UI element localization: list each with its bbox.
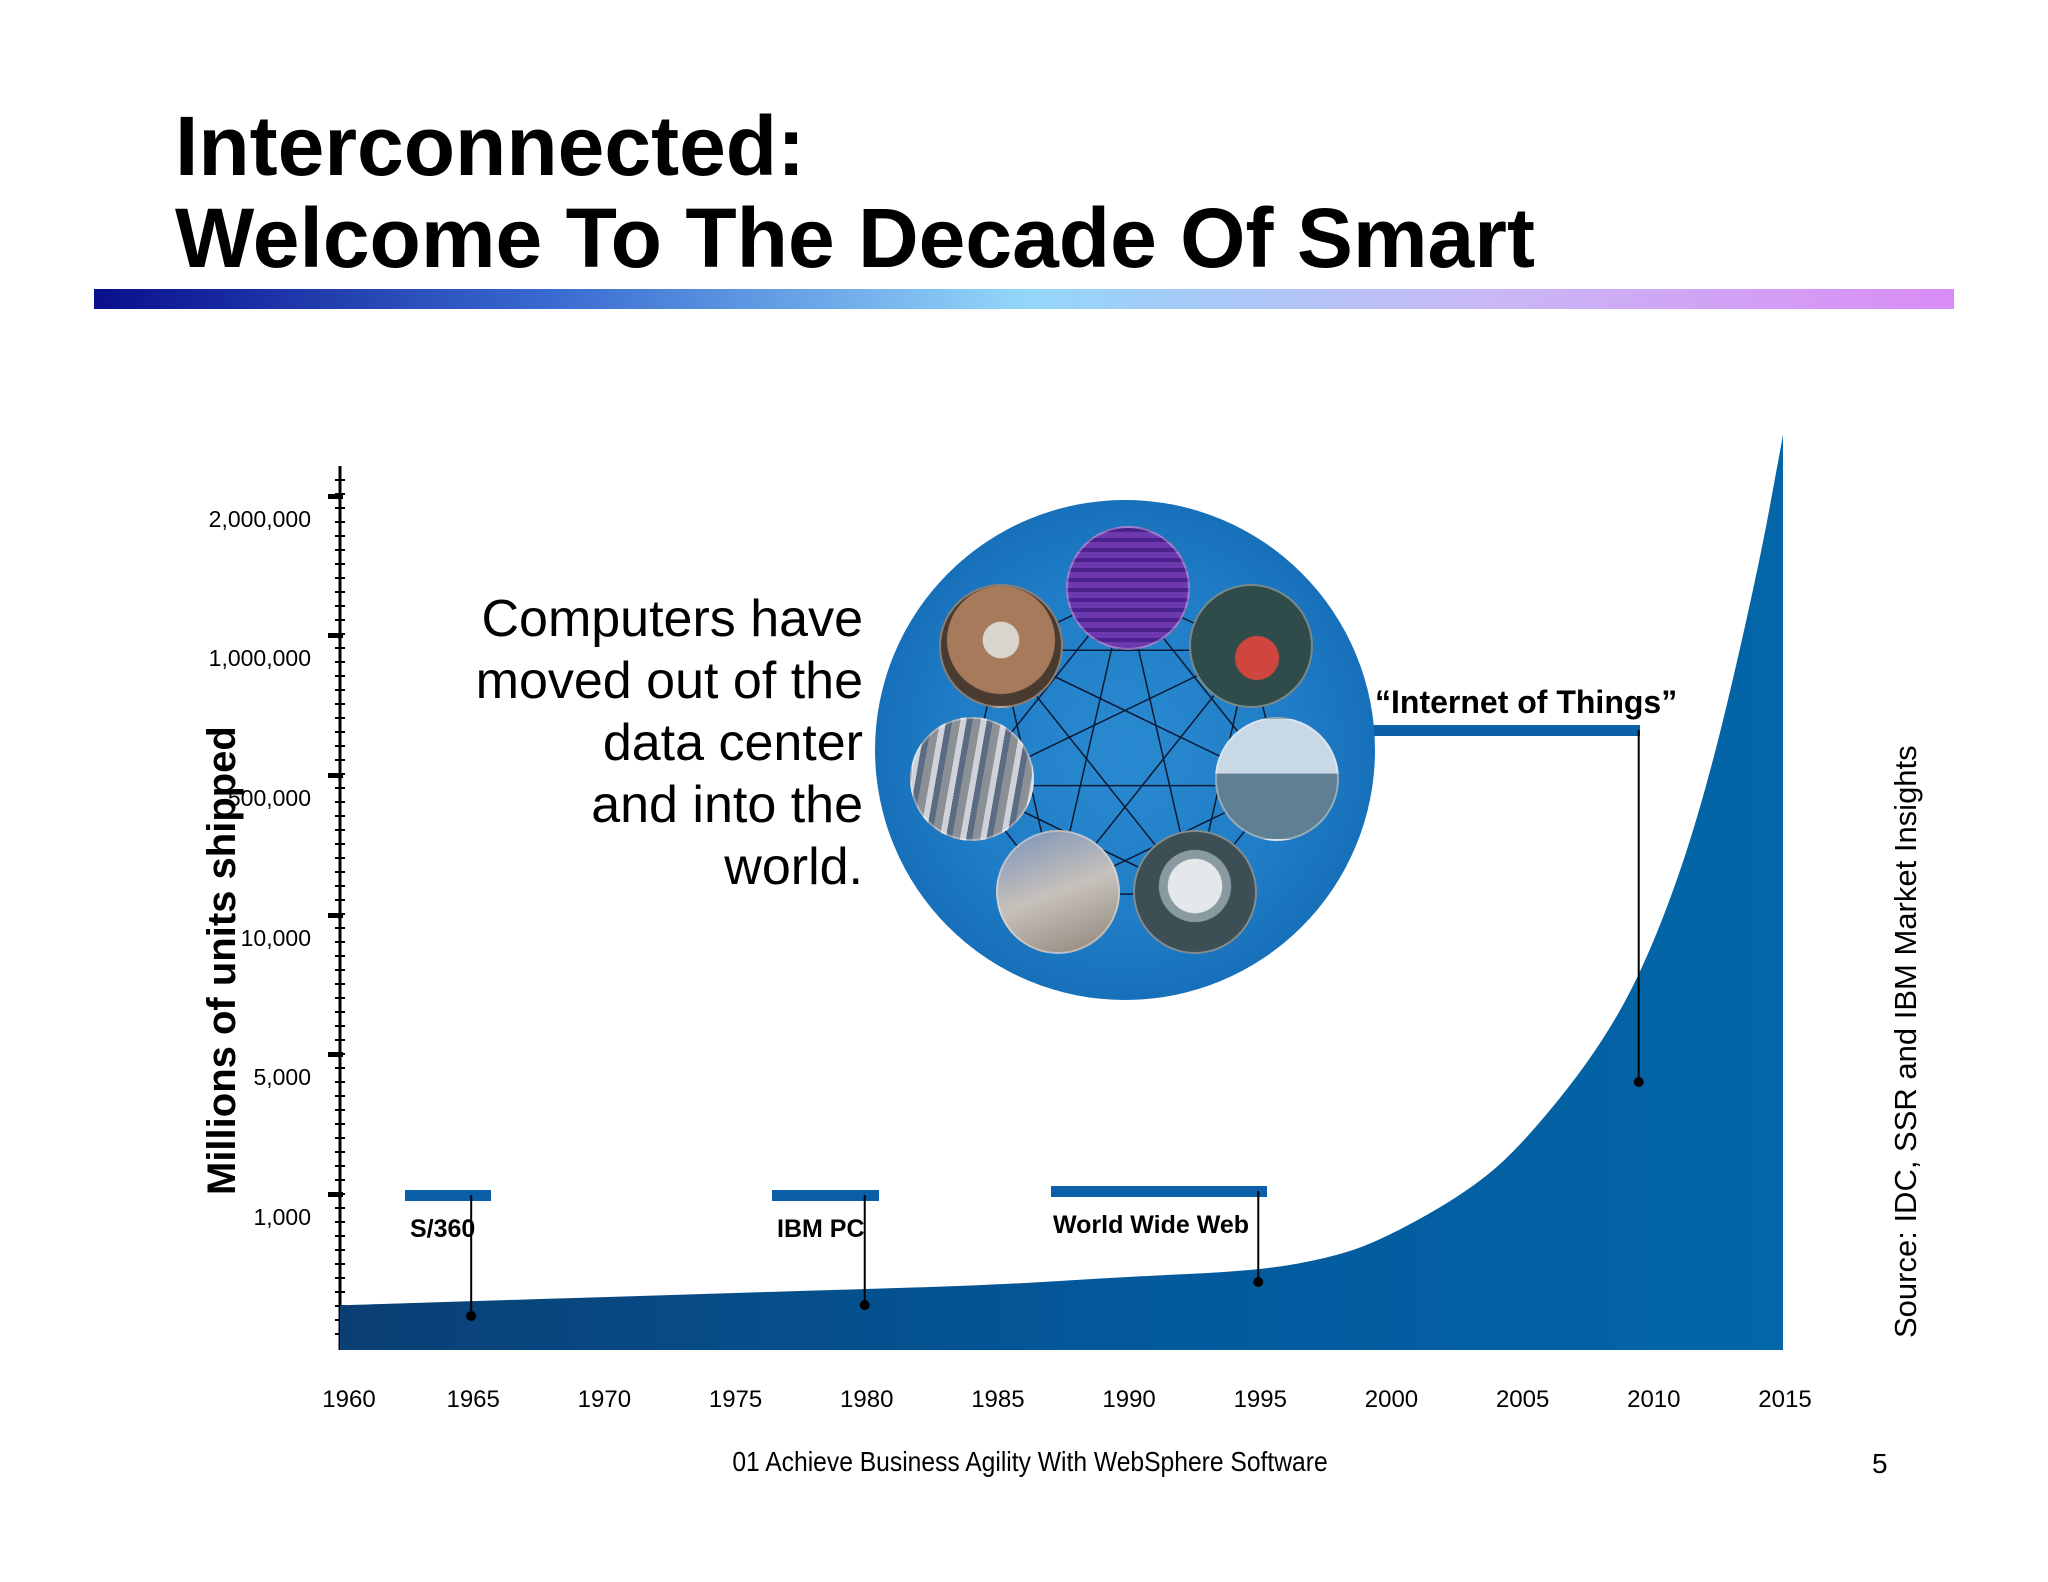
y-major-tick-mark	[328, 1052, 343, 1057]
security-camera-image	[996, 830, 1120, 954]
cargo-ship-image	[1189, 584, 1313, 708]
y-tick-label: 1,000,000	[209, 645, 311, 671]
annotation-label: IBM PC	[777, 1215, 865, 1243]
x-tick-label: 1970	[578, 1386, 631, 1413]
y-tick-label: 5,000	[253, 1064, 311, 1090]
oil-rig-image	[1215, 717, 1339, 841]
y-major-tick-mark	[328, 494, 343, 499]
x-tick-label: 2015	[1758, 1386, 1811, 1413]
annotation-label: World Wide Web	[1053, 1211, 1249, 1239]
x-tick-label: 1990	[1102, 1386, 1155, 1413]
annotation-dot	[1633, 1077, 1644, 1087]
x-tick-label: 1965	[446, 1386, 499, 1413]
annotation-bar	[405, 1190, 491, 1201]
x-tick-label: 2010	[1627, 1386, 1680, 1413]
x-tick-label: 1960	[322, 1386, 375, 1413]
tagline-line: moved out of the	[475, 652, 863, 710]
title-line-1: Interconnected:	[175, 99, 806, 193]
x-tick-label: 2000	[1365, 1386, 1418, 1413]
smartphone-image	[939, 584, 1063, 708]
source-note: Source: IDC, SSR and IBM Market Insights	[1888, 745, 1923, 1338]
annotation-bar	[1051, 1186, 1267, 1197]
y-tick-label: 2,000,000	[209, 506, 311, 532]
tagline-line: Computers have	[481, 590, 863, 648]
x-tick-label: 1995	[1234, 1386, 1287, 1413]
utility-meter-image	[1133, 830, 1257, 954]
annotation-bar	[772, 1190, 879, 1201]
y-major-tick-mark	[328, 913, 343, 918]
annotation-bar	[1372, 725, 1640, 736]
slide-title: Interconnected: Welcome To The Decade Of…	[175, 100, 1535, 284]
y-major-tick-mark	[328, 633, 343, 638]
title-gradient-bar	[94, 289, 1954, 309]
annotation-dot	[466, 1311, 477, 1321]
annotation-label: S/360	[410, 1215, 475, 1243]
annotation-dot	[1253, 1277, 1264, 1287]
y-tick-label: 500,000	[228, 785, 311, 811]
x-tick-label: 1980	[840, 1386, 893, 1413]
tagline-line: data center	[602, 714, 863, 772]
title-line-2: Welcome To The Decade Of Smart	[175, 191, 1535, 285]
tagline: Computers have moved out of the data cen…	[476, 588, 863, 898]
tagline-line: and into the	[591, 776, 863, 834]
internet-of-things-label: “Internet of Things”	[1375, 684, 1678, 720]
x-tick-label: 1975	[709, 1386, 762, 1413]
traffic-image	[910, 717, 1034, 841]
annotation-dot	[859, 1300, 870, 1310]
footer-text: 01 Achieve Business Agility With WebSphe…	[732, 1446, 1328, 1477]
y-major-tick-mark	[328, 773, 343, 778]
y-tick-label: 1,000	[253, 1204, 311, 1230]
connected-devices-circle	[875, 500, 1375, 1000]
microchip-image	[1066, 526, 1190, 650]
shipments-area	[340, 435, 1783, 1350]
y-tick-label: 10,000	[241, 925, 311, 951]
y-axis-label: Millions of units shipped	[200, 726, 244, 1195]
page-number: 5	[1872, 1448, 1888, 1479]
x-tick-label: 1985	[971, 1386, 1024, 1413]
y-major-tick-mark	[328, 1192, 343, 1197]
tagline-line: world.	[724, 838, 863, 896]
x-tick-label: 2005	[1496, 1386, 1549, 1413]
